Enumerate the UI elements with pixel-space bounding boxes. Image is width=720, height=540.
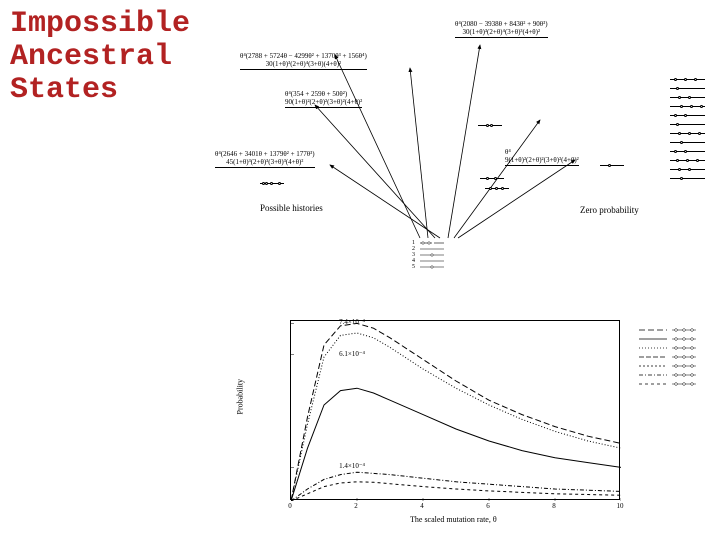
chart-ylabel: Probability	[236, 379, 245, 415]
ladder-row	[670, 165, 705, 174]
ytick-label: 1.4×10⁻⁴	[325, 462, 365, 470]
sample-glyphs	[420, 240, 480, 280]
chart-box	[290, 320, 620, 500]
chart-xlabel: The scaled mutation rate, θ	[410, 515, 497, 524]
xtick-label: 6	[478, 502, 498, 510]
xtick-label: 0	[280, 502, 300, 510]
xtick-label: 2	[346, 502, 366, 510]
ladder-row	[670, 147, 705, 156]
legend-row	[639, 325, 700, 334]
ladder-row	[670, 129, 705, 138]
ladder-row	[670, 84, 705, 93]
legend-row	[639, 334, 700, 343]
mini-tree	[478, 125, 502, 126]
arrows-svg	[230, 10, 710, 270]
legend-row	[639, 352, 700, 361]
ladder-row	[670, 102, 705, 111]
legend-row	[639, 361, 700, 370]
chart-svg	[291, 321, 621, 501]
mini-tree	[600, 165, 624, 166]
legend-row	[639, 379, 700, 388]
page-title: Impossible Ancestral States	[10, 8, 190, 107]
chart-legend	[639, 325, 700, 388]
ladder-row	[670, 111, 705, 120]
xtick-label: 8	[544, 502, 564, 510]
mini-tree	[485, 188, 509, 189]
sample-labels: 1 2 3 4 5	[412, 240, 415, 270]
title-line-1: Impossible	[10, 7, 190, 41]
probability-chart: Probability The scaled mutation rate, θ …	[240, 310, 700, 530]
ladder-row	[670, 93, 705, 102]
ladder-row	[670, 156, 705, 165]
zero-prob-ladder	[670, 75, 705, 183]
legend-row	[639, 370, 700, 379]
xtick-label: 10	[610, 502, 630, 510]
histories-diagram: θ⁴(2080 − 3938θ + 843θ² + 90θ³) 30(1+θ)³…	[230, 10, 710, 270]
ladder-row	[670, 174, 705, 183]
mini-tree	[260, 183, 284, 184]
ytick-label: 7.4×10⁻⁴	[325, 318, 365, 326]
ladder-row	[670, 120, 705, 129]
ladder-row	[670, 138, 705, 147]
title-line-3: States	[10, 73, 118, 107]
title-line-2: Ancestral	[10, 40, 172, 74]
xtick-label: 4	[412, 502, 432, 510]
legend-row	[639, 343, 700, 352]
ladder-row	[670, 75, 705, 84]
ytick-label: 6.1×10⁻⁴	[325, 350, 365, 358]
mini-tree	[480, 178, 504, 179]
